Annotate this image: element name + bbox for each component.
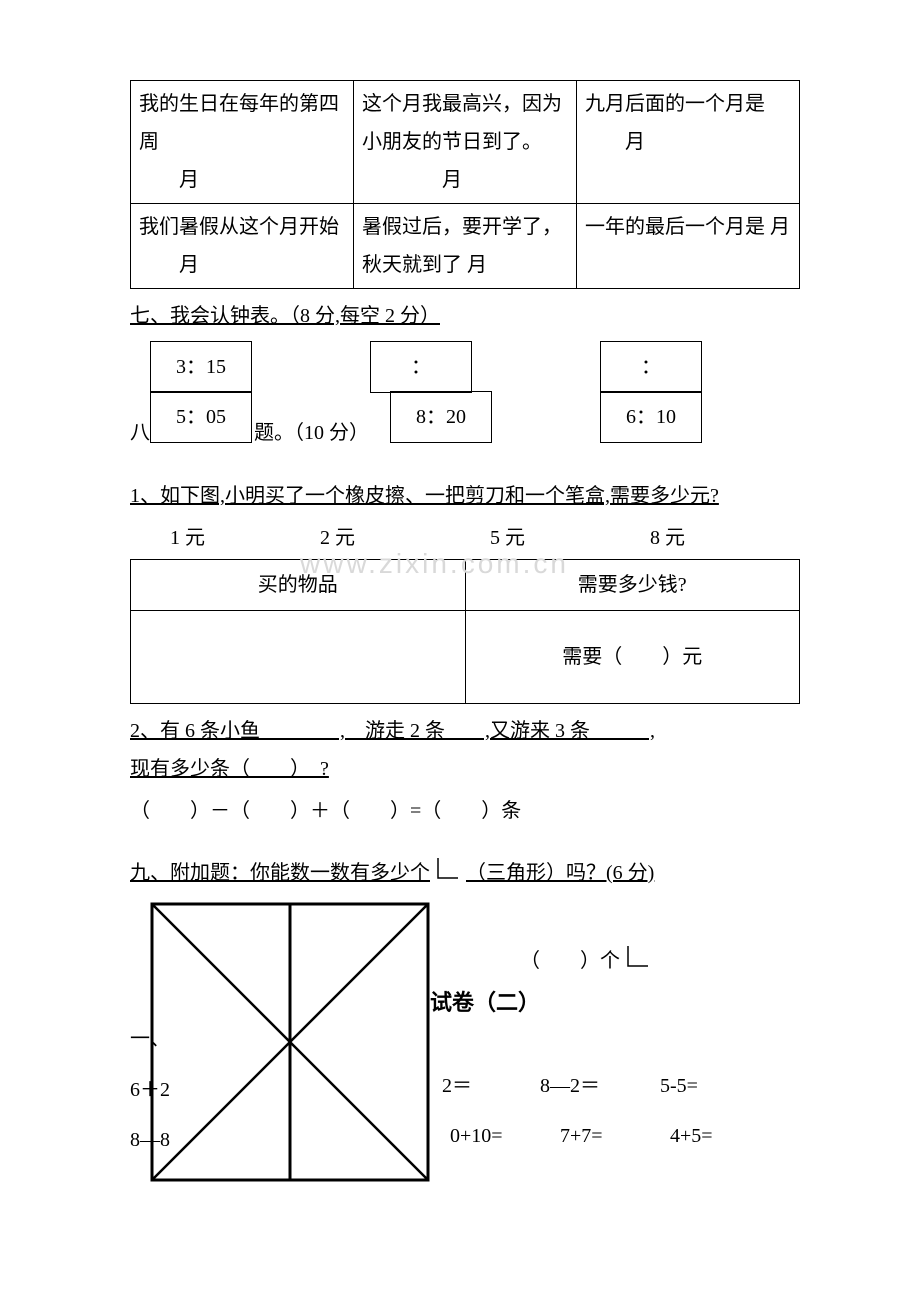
answer-blank: （ ）个 bbox=[520, 942, 651, 982]
table-cell: 我们暑假从这个月开始 月 bbox=[131, 204, 354, 289]
prices-row: 1 元 2 元 5 元 8 元 bbox=[130, 519, 800, 557]
eq1-c: 5-5= bbox=[660, 1067, 698, 1105]
eq1-mid: 2＝ bbox=[442, 1067, 472, 1105]
triangle-icon bbox=[625, 943, 651, 982]
eq2-b: 7+7= bbox=[560, 1117, 603, 1155]
cell-blank: 月 bbox=[625, 131, 645, 153]
eq2-mid: 0+10= bbox=[450, 1117, 503, 1155]
clock-row: 3：15 5：05 ： 8：20 ： 6：10 八 题。（10 分） bbox=[130, 341, 800, 471]
cell-blank: 月 bbox=[442, 169, 462, 191]
cell-text: 暑假过后，要开学了，秋天就到了 bbox=[362, 216, 562, 276]
cell-blank: 月 bbox=[179, 254, 199, 276]
table-cell: 暑假过后，要开学了，秋天就到了 月 bbox=[354, 204, 577, 289]
months-table: 我的生日在每年的第四周 月 这个月我最高兴，因为小朋友的节日到了。 月 九月后面… bbox=[130, 80, 800, 289]
q1-text: 1、如下图,小明买了一个橡皮擦、一把剪刀和一个笔盒,需要多少元? bbox=[130, 477, 800, 515]
section7-title: 七、我会认钟表。（8 分,每空 2 分） bbox=[130, 297, 800, 335]
eq2-c: 4+5= bbox=[670, 1117, 713, 1155]
eq-row-2: 8—8 bbox=[130, 1121, 170, 1159]
q2-equation: （ ）－（ ）＋（ ）=（ ）条 bbox=[130, 792, 800, 830]
table-header: 需要多少钱? bbox=[465, 560, 800, 611]
triangle-icon bbox=[435, 855, 461, 894]
price: 8 元 bbox=[650, 519, 685, 557]
cell-blank: 月 bbox=[770, 216, 790, 238]
square-diagram bbox=[150, 902, 430, 1182]
clock-box-2-top: ： bbox=[370, 341, 472, 393]
clock-box-3-bottom: 6：10 bbox=[600, 391, 702, 443]
clock-box-1-top: 3：15 bbox=[150, 341, 252, 393]
table-header: 买的物品 bbox=[131, 560, 466, 611]
table-cell: 我的生日在每年的第四周 月 bbox=[131, 81, 354, 204]
cell-text: 这个月我最高兴，因为小朋友的节日到了。 bbox=[362, 93, 562, 153]
table-cell: 九月后面的一个月是 月 bbox=[577, 81, 800, 204]
clock-box-1-bottom: 5：05 bbox=[150, 391, 252, 443]
cell-text: 九月后面的一个月是 bbox=[585, 93, 765, 115]
table-cell-empty bbox=[131, 611, 466, 704]
price: 1 元 bbox=[170, 519, 320, 557]
purchase-table: 买的物品 需要多少钱? 需要（ ）元 bbox=[130, 559, 800, 704]
table-cell: 这个月我最高兴，因为小朋友的节日到了。 月 bbox=[354, 81, 577, 204]
cell-text: 我们暑假从这个月开始 bbox=[139, 216, 339, 238]
table-cell: 一年的最后一个月是 月 bbox=[577, 204, 800, 289]
price: 2 元 bbox=[320, 519, 490, 557]
q2-line2: 现有多少条（ ） ? bbox=[130, 750, 800, 788]
q9-figure-wrap: （ ）个 试卷（二） 一、 6＋2 2＝ 8—2＝ 5-5= 8—8 0+10=… bbox=[130, 902, 800, 1242]
sub-paper-title: 试卷（二） bbox=[430, 982, 540, 1024]
eq1-b: 8—2＝ bbox=[540, 1067, 600, 1105]
cell-text: 一年的最后一个月是 bbox=[585, 216, 765, 238]
section9-title: 九、附加题：你能数一数有多少个 （三角形）吗？(6 分) bbox=[130, 854, 800, 894]
clock-box-3-top: ： bbox=[600, 341, 702, 393]
section8-suffix: 题。（10 分） bbox=[254, 414, 369, 452]
q2-line1: 2、有 6 条小鱼 , 游走 2 条 ,又游来 3 条 , bbox=[130, 712, 800, 750]
need-cell: 需要（ ）元 bbox=[465, 611, 800, 704]
clock-box-2-bottom: 8：20 bbox=[390, 391, 492, 443]
cell-text: 我的生日在每年的第四周 bbox=[139, 93, 339, 153]
cell-blank: 月 bbox=[467, 254, 487, 276]
cell-blank: 月 bbox=[179, 169, 199, 191]
section8-prefix: 八 bbox=[130, 414, 150, 452]
section-marker: 一、 bbox=[130, 1020, 170, 1058]
eq-row-1: 6＋2 bbox=[130, 1071, 170, 1109]
price: 5 元 bbox=[490, 519, 650, 557]
